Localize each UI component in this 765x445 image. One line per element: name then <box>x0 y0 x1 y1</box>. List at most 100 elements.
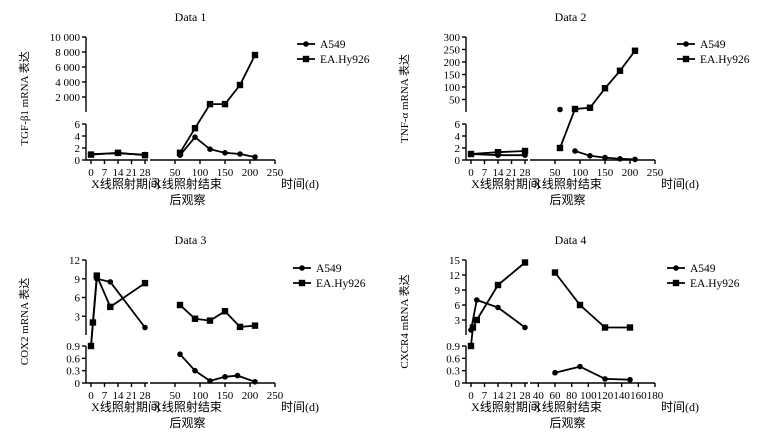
data-point <box>192 134 198 140</box>
y-tick-label: 0.6 <box>446 353 460 365</box>
legend-marker-circle <box>303 41 309 47</box>
data-point <box>252 154 258 160</box>
x-tick-label: 50 <box>170 167 182 179</box>
legend-marker-square <box>672 279 680 287</box>
y-tick-label: 300 <box>444 32 461 44</box>
y-tick-label: 8 000 <box>55 47 80 59</box>
legend: A549 EA.Hy926 <box>293 263 366 290</box>
series-a549 <box>468 106 638 163</box>
x-tick-label: 28 <box>140 390 152 402</box>
y-tick-label: 3 <box>455 315 461 327</box>
y-tick-label: 2 <box>455 143 461 155</box>
data-point <box>601 85 609 92</box>
data-point <box>89 319 97 326</box>
y-tick-label: 3 <box>75 311 81 323</box>
data-point <box>192 367 198 374</box>
y-tick-label: 0 <box>455 155 461 167</box>
series-line <box>179 135 256 158</box>
y-tick-label: 2 <box>75 143 81 155</box>
data-point <box>616 67 624 74</box>
data-point <box>577 363 583 370</box>
legend-marker-square <box>302 55 310 63</box>
x-tick-label: 21 <box>126 167 137 179</box>
x-tick-label: 21 <box>506 390 517 402</box>
x-tick-label: 80 <box>566 390 578 402</box>
data-point <box>87 151 95 158</box>
x-tick-label: 150 <box>217 167 234 179</box>
x-tick-label: 250 <box>267 390 284 402</box>
x-tick-label: 100 <box>580 390 597 402</box>
series-ea-hy926 <box>87 51 259 159</box>
y-tick-label: 0.3 <box>66 366 80 378</box>
data-point <box>177 351 183 358</box>
series-line <box>179 304 256 328</box>
x-tick-label: 50 <box>550 167 562 179</box>
data-point <box>237 151 243 157</box>
series-line <box>179 353 256 383</box>
x-tick-label: 28 <box>140 167 152 179</box>
y-axis-label: TNF-α mRNA 表达 <box>397 54 411 143</box>
y-tick-label: 12 <box>449 270 460 282</box>
legend-label: EA.Hy926 <box>320 54 370 66</box>
y-axis-label: COX2 mRNA 表达 <box>17 278 31 365</box>
data-point <box>552 369 558 376</box>
data-point <box>207 146 213 152</box>
data-point <box>572 148 578 154</box>
data-point <box>221 100 229 108</box>
data-point <box>556 144 564 152</box>
series-line <box>179 54 256 154</box>
x-tick-label: 120 <box>597 390 614 402</box>
data-point <box>222 374 228 380</box>
y-tick-label: 200 <box>444 57 461 69</box>
y-tick-label: 6 <box>75 293 81 305</box>
y-tick-label: 4 <box>455 131 461 143</box>
data-point <box>87 342 95 350</box>
y-tick-label: 4 000 <box>55 77 80 89</box>
x-tick-label: 28 <box>520 390 532 402</box>
legend-label: EA.Hy926 <box>690 278 740 290</box>
data-point <box>586 104 594 111</box>
data-point <box>222 150 228 156</box>
x-tick-label: 0 <box>468 390 474 402</box>
x-tick-label: 7 <box>482 167 488 179</box>
legend-marker-circle <box>673 265 679 271</box>
data-point <box>494 149 502 156</box>
data-point <box>522 324 528 331</box>
series-a549 <box>88 134 258 160</box>
x-tick-label: 21 <box>506 167 517 179</box>
legend-label: A549 <box>320 39 346 51</box>
y-axis-label: CXCR4 mRNA 表达 <box>397 274 411 368</box>
series-line <box>470 261 526 347</box>
legend-label: A549 <box>690 263 716 275</box>
data-point <box>252 378 258 385</box>
x-tick-label: 160 <box>630 390 647 402</box>
x-label-followup: X线照射结束 <box>153 399 222 414</box>
x-axis-unit: 时间(d) <box>661 177 699 191</box>
series-group <box>87 272 259 385</box>
x-label-followup-cont: 后观察 <box>169 193 205 207</box>
y-tick-label: 0 <box>75 378 81 390</box>
y-axis-label: TGF-β1 mRNA 表达 <box>17 51 31 145</box>
x-tick-label: 140 <box>613 390 630 402</box>
x-tick-label: 7 <box>102 390 108 402</box>
x-tick-label: 250 <box>267 167 284 179</box>
x-tick-label: 0 <box>88 167 94 179</box>
legend-label: EA.Hy926 <box>700 54 750 66</box>
series-a549 <box>88 275 258 385</box>
y-tick-label: 9 <box>75 274 81 286</box>
y-tick-label: 250 <box>444 45 461 57</box>
data-point <box>114 149 122 156</box>
legend-marker-circle <box>299 265 305 271</box>
series-ea-hy926 <box>467 259 634 350</box>
x-tick-label: 14 <box>493 390 505 402</box>
x-label-followup-cont: 后观察 <box>549 193 585 207</box>
series-ea-hy926 <box>87 272 259 350</box>
data-point <box>571 105 579 113</box>
data-point <box>521 147 529 155</box>
x-label-followup: X线照射结束 <box>533 399 602 414</box>
data-point <box>617 156 623 162</box>
legend-marker-circle <box>683 41 689 47</box>
